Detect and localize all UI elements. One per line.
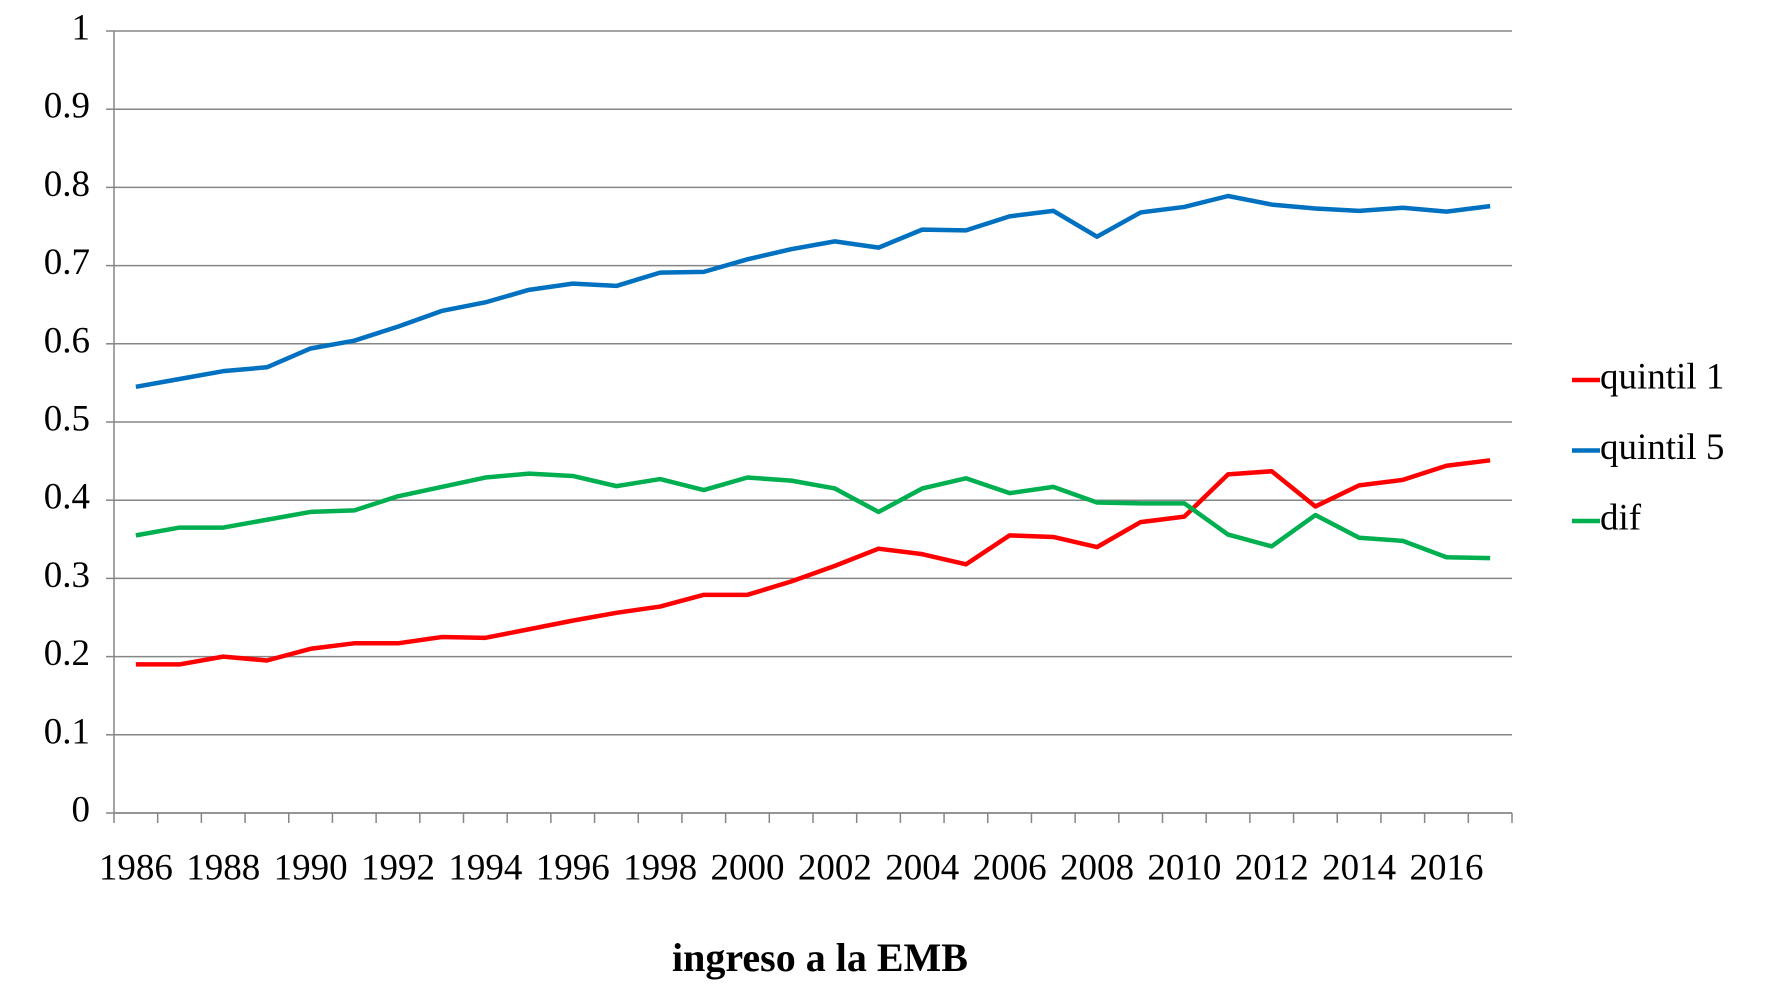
x-tick-label: 2010 xyxy=(1147,847,1221,888)
x-tick-label: 1994 xyxy=(448,847,522,888)
y-tick-label: 0 xyxy=(72,789,91,830)
x-tick-label: 1988 xyxy=(186,847,260,888)
legend-label: quintil 5 xyxy=(1600,427,1724,468)
x-tick-label: 2000 xyxy=(710,847,784,888)
x-tick-label: 2006 xyxy=(973,847,1047,888)
y-tick-label: 0.5 xyxy=(44,398,90,439)
x-tick-label: 2014 xyxy=(1322,847,1396,888)
x-tick-label: 1996 xyxy=(536,847,610,888)
y-tick-label: 0.3 xyxy=(44,555,90,596)
x-tick-label: 2004 xyxy=(885,847,959,888)
y-tick-label: 0.7 xyxy=(44,242,90,283)
y-tick-label: 1 xyxy=(72,7,91,48)
y-tick-label: 0.2 xyxy=(44,633,90,674)
x-tick-label: 2002 xyxy=(798,847,872,888)
x-axis-title: ingreso a la EMB xyxy=(672,935,968,980)
y-tick-label: 0.6 xyxy=(44,320,90,361)
legend-label: dif xyxy=(1600,497,1642,538)
x-tick-label: 1990 xyxy=(274,847,348,888)
y-tick-label: 0.1 xyxy=(44,711,90,752)
series-line xyxy=(135,458,1491,667)
x-tick-label: 2012 xyxy=(1235,847,1309,888)
x-tick-label: 1986 xyxy=(99,847,173,888)
x-tick-label: 2008 xyxy=(1060,847,1134,888)
series-line xyxy=(135,193,1491,390)
y-tick-label: 0.4 xyxy=(44,477,90,518)
x-tick-label: 1998 xyxy=(623,847,697,888)
x-tick-label: 2016 xyxy=(1409,847,1483,888)
series-line xyxy=(135,471,1491,561)
y-tick-label: 0.8 xyxy=(44,164,90,205)
legend-label: quintil 1 xyxy=(1600,356,1724,397)
y-tick-label: 0.9 xyxy=(44,86,90,127)
x-tick-label: 1992 xyxy=(361,847,435,888)
